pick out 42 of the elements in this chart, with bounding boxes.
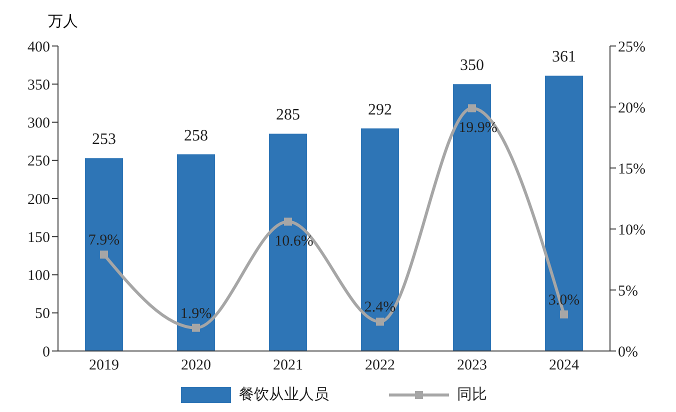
data-label: 350 [460, 57, 484, 74]
data-label: 258 [184, 127, 208, 144]
x-tick-label: 2022 [365, 358, 395, 374]
y-tick-label: 200 [28, 192, 50, 208]
bar [177, 154, 215, 351]
data-label: 1.9% [180, 306, 212, 322]
y-tick-label: 100 [28, 268, 50, 284]
y-axis-title: 万人 [48, 12, 78, 31]
legend-label: 同比 [457, 385, 487, 404]
y-tick-label: 250 [28, 154, 50, 170]
point [192, 324, 200, 332]
y2-tick-label: 0% [618, 344, 638, 360]
y-tick-label: 300 [28, 116, 50, 132]
y2-tick-label: 15% [618, 161, 646, 178]
y2-tick-label: 10% [618, 222, 646, 238]
y-tick-label: 50 [35, 306, 50, 322]
x-tick-label: 2020 [181, 358, 211, 374]
x-tick-label: 2024 [549, 358, 580, 374]
x-tick-label: 2019 [89, 358, 119, 374]
data-label: 361 [552, 48, 576, 66]
x-tick-label: 2021 [273, 358, 303, 374]
y-tick-label: 150 [28, 230, 50, 246]
point [284, 218, 292, 226]
point [468, 104, 476, 112]
data-label: 292 [368, 101, 392, 118]
point [376, 318, 384, 326]
x-tick-label: 2023 [457, 358, 487, 374]
y-tick-label: 350 [28, 77, 50, 94]
data-label: 253 [92, 131, 116, 148]
y2-tick-label: 5% [618, 283, 638, 300]
point [560, 310, 568, 318]
y2-tick-label: 25% [618, 39, 646, 56]
bar [85, 158, 123, 351]
bar [361, 128, 399, 351]
bar [545, 76, 583, 351]
data-label: 285 [276, 106, 300, 124]
data-label: 7.9% [88, 232, 120, 249]
point [100, 250, 108, 259]
legend-label: 餐饮从业人员 [239, 385, 329, 404]
y-tick-label: 400 [28, 39, 50, 56]
y-tick-label: 0 [42, 344, 50, 360]
y2-tick-label: 20% [618, 100, 646, 116]
